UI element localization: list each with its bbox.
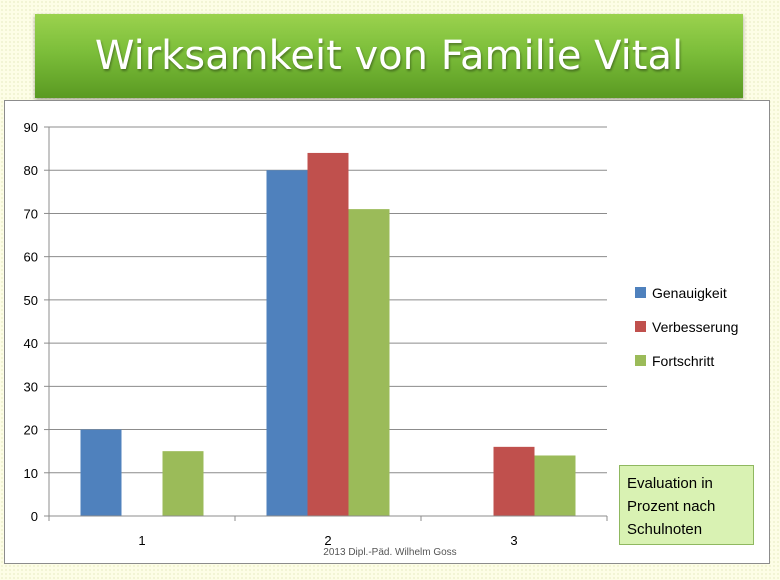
bars (80, 152, 576, 516)
legend-label: Fortschritt (652, 353, 714, 369)
bar (534, 455, 576, 516)
y-tick-label: 80 (24, 163, 38, 178)
y-tick-label: 70 (24, 206, 38, 221)
bar (307, 152, 349, 516)
axes: 0 10 20 30 40 50 60 70 80 90 1 2 3 (24, 120, 608, 548)
bar-chart: 0 10 20 30 40 50 60 70 80 90 1 2 3 Genauigkeit Verbes… (24, 120, 739, 548)
bar (266, 170, 308, 516)
y-tick-label: 10 (24, 466, 38, 481)
bar (493, 446, 535, 516)
bar (348, 209, 390, 516)
legend-label: Genauigkeit (652, 285, 727, 301)
legend-swatch (635, 355, 646, 366)
bar (162, 451, 204, 516)
slide-title: Wirksamkeit von Familie Vital (94, 33, 684, 79)
legend: Genauigkeit Verbesserung Fortschritt (635, 285, 738, 369)
y-tick-label: 30 (24, 379, 38, 394)
legend-label: Verbesserung (652, 319, 738, 335)
x-tick-label: 1 (138, 533, 145, 548)
y-tick-label: 60 (24, 250, 38, 265)
x-tick-label: 3 (510, 533, 517, 548)
legend-swatch (635, 321, 646, 332)
x-tick-label: 2 (324, 533, 331, 548)
y-tick-label: 50 (24, 293, 38, 308)
y-tick-label: 20 (24, 423, 38, 438)
credit-text: 2013 Dipl.-Päd. Wilhelm Goss (323, 547, 457, 558)
bar (80, 429, 122, 516)
legend-swatch (635, 287, 646, 298)
evaluation-note: Evaluation in Prozent nach Schulnoten (619, 465, 754, 545)
title-bar: Wirksamkeit von Familie Vital (35, 14, 743, 98)
y-tick-label: 0 (31, 509, 38, 524)
y-tick-label: 40 (24, 336, 38, 351)
y-tick-label: 90 (24, 120, 38, 135)
